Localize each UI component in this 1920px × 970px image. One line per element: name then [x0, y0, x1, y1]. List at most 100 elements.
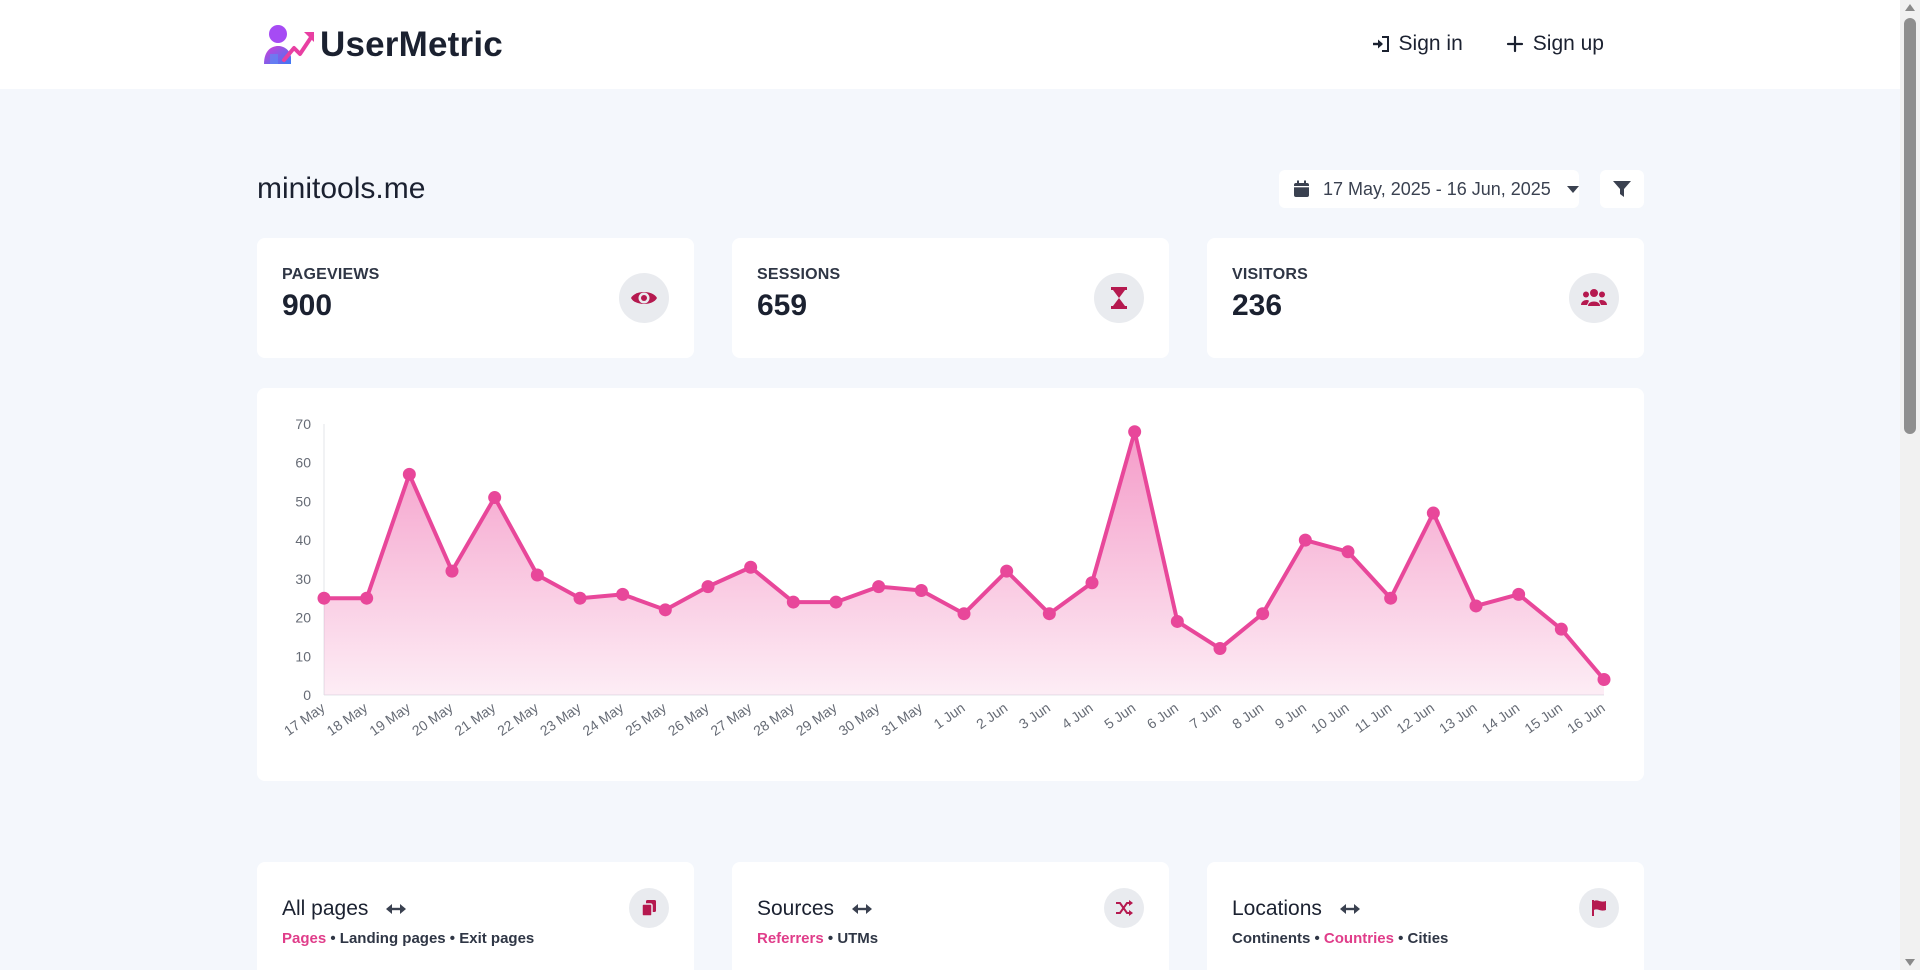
eye-icon [619, 273, 669, 323]
page-title: minitools.me [257, 172, 426, 205]
x-tick-label: 11 Jun [1352, 699, 1395, 736]
x-tick-label: 7 Jun [1186, 699, 1223, 732]
chart-point[interactable] [616, 587, 630, 601]
chart-point[interactable] [1554, 622, 1568, 636]
chart-point[interactable] [957, 607, 971, 621]
chart-point[interactable] [1469, 599, 1483, 613]
y-tick-label: 30 [295, 571, 311, 587]
x-tick-label: 8 Jun [1229, 699, 1266, 732]
x-tick-label: 15 Jun [1521, 699, 1565, 736]
expand-arrows-icon[interactable] [852, 902, 873, 916]
x-tick-label: 20 May [409, 699, 456, 738]
x-tick-label: 25 May [622, 699, 669, 738]
scroll-thumb[interactable] [1904, 18, 1916, 434]
x-tick-label: 6 Jun [1144, 699, 1181, 732]
chart-point[interactable] [744, 560, 758, 574]
chart-point[interactable] [402, 467, 416, 481]
x-tick-label: 9 Jun [1272, 699, 1309, 732]
chart-point[interactable] [1213, 642, 1227, 656]
chart-point[interactable] [573, 591, 587, 605]
y-tick-label: 50 [295, 493, 311, 509]
chart-point[interactable] [701, 580, 715, 594]
chart-point[interactable] [786, 595, 800, 609]
x-tick-label: 26 May [665, 699, 712, 738]
chart-area [324, 431, 1604, 695]
tab-countries[interactable]: Countries [1323, 930, 1394, 947]
y-tick-label: 10 [295, 648, 311, 664]
tab-landing-pages[interactable]: Landing pages [339, 930, 446, 947]
y-tick-label: 40 [295, 532, 311, 548]
chart-point[interactable] [1170, 614, 1184, 628]
chart-point[interactable] [872, 580, 886, 594]
x-tick-label: 22 May [494, 699, 541, 738]
tab-exit-pages[interactable]: Exit pages [459, 930, 535, 947]
sign-in-link[interactable]: Sign in [1371, 32, 1463, 56]
chart-point[interactable] [445, 564, 459, 578]
chart-point[interactable] [1384, 591, 1398, 605]
chart-point[interactable] [1426, 506, 1440, 520]
chart-point[interactable] [488, 491, 502, 505]
x-tick-label: 12 Jun [1393, 699, 1437, 736]
y-tick-label: 20 [295, 610, 311, 626]
tab-continents[interactable]: Continents [1232, 930, 1311, 947]
scroll-down-arrow-icon[interactable] [1905, 959, 1915, 966]
date-range-picker[interactable]: 17 May, 2025 - 16 Jun, 2025 [1279, 170, 1579, 208]
panel-all-pages: All pages Pages • Landing pages • Exit p… [257, 862, 694, 970]
x-tick-label: 13 Jun [1436, 699, 1480, 736]
tab-utms[interactable]: UTMs [837, 930, 879, 947]
expand-arrows-icon[interactable] [1339, 902, 1360, 916]
panel-title: Locations [1232, 897, 1360, 921]
x-tick-label: 5 Jun [1101, 699, 1138, 732]
x-tick-label: 18 May [324, 699, 371, 738]
x-tick-label: 23 May [537, 699, 584, 738]
page-scrollbar[interactable] [1900, 0, 1920, 970]
chart-point[interactable] [360, 591, 374, 605]
scroll-up-arrow-icon[interactable] [1905, 4, 1915, 11]
x-tick-label: 30 May [836, 699, 883, 738]
x-tick-label: 29 May [793, 699, 840, 738]
chart-point[interactable] [914, 583, 928, 597]
chart-point[interactable] [1042, 607, 1056, 621]
chart-point[interactable] [317, 591, 331, 605]
chart-point[interactable] [1512, 587, 1526, 601]
chart-points [317, 425, 1611, 687]
calendar-icon [1294, 180, 1309, 197]
plus-icon [1506, 35, 1523, 53]
chart-point[interactable] [1128, 425, 1142, 439]
filter-button[interactable] [1600, 170, 1644, 208]
flag-icon [1579, 888, 1619, 928]
tab-referrers[interactable]: Referrers [757, 930, 824, 947]
expand-arrows-icon[interactable] [386, 902, 407, 916]
chart-point[interactable] [1256, 607, 1270, 621]
stat-label: PAGEVIEWS [282, 266, 380, 283]
hourglass-icon [1094, 273, 1144, 323]
chart-point[interactable] [829, 595, 843, 609]
tab-pages[interactable]: Pages [282, 930, 327, 947]
stat-card-sessions: SESSIONS 659 [732, 238, 1169, 358]
stat-card-pageviews: PAGEVIEWS 900 [257, 238, 694, 358]
panel-sources: Sources Referrers • UTMs [732, 862, 1169, 970]
x-tick-label: 16 Jun [1564, 699, 1608, 736]
panel-title: All pages [282, 897, 407, 921]
chart-point[interactable] [1298, 533, 1312, 547]
auth-nav: Sign in Sign up [1371, 32, 1604, 56]
tab-cities[interactable]: Cities [1407, 930, 1449, 947]
chart-point[interactable] [1597, 673, 1611, 687]
panel-tabs: Continents • Countries • Cities [1232, 930, 1449, 947]
x-tick-label: 1 Jun [930, 699, 967, 732]
x-tick-label: 19 May [366, 699, 413, 738]
brand-logo[interactable]: UserMetric [262, 24, 503, 66]
panel-tabs: Referrers • UTMs [757, 930, 879, 947]
chart-point[interactable] [530, 568, 544, 582]
chart-point[interactable] [1341, 545, 1355, 559]
stat-card-visitors: VISITORS 236 [1207, 238, 1644, 358]
chart-point[interactable] [1085, 576, 1099, 590]
x-tick-label: 2 Jun [973, 699, 1010, 732]
chart-point[interactable] [1000, 564, 1014, 578]
traffic-chart-card: 0 10 20 30 40 50 60 70 17 May 18 May 19 May 20 May… [257, 388, 1644, 781]
chart-point[interactable] [658, 603, 672, 617]
sign-up-link[interactable]: Sign up [1505, 32, 1604, 56]
users-icon [1569, 273, 1619, 323]
x-tick-label: 31 May [878, 699, 925, 738]
